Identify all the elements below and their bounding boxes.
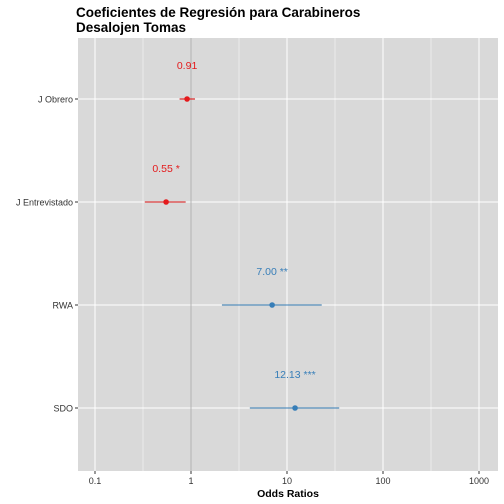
value-label: 0.91 [177,60,198,72]
y-axis: J Obrero J Entrevistado RWA SDO [16,95,78,414]
x-axis: 0.1 1 10 100 1000 [89,471,489,486]
x-tick-label: 1000 [469,476,489,486]
x-tick-label: 0.1 [89,476,102,486]
chart-title-line-1: Coeficientes de Regresión para Carabiner… [76,5,360,20]
x-axis-title: Odds Ratios [257,488,319,500]
x-tick-label: 10 [282,476,292,486]
estimate-point [292,405,298,411]
value-label: 0.55 * [152,163,179,175]
x-tick-label: 1 [188,476,193,486]
y-tick-label: J Obrero [38,95,73,105]
chart-title-line-2: Desalojen Tomas [76,20,186,35]
estimate-point [184,96,190,102]
value-label: 7.00 ** [256,266,288,278]
estimate-marks: 0.91 0.55 * 7.00 ** 12.13 *** [144,60,340,411]
y-tick-label: SDO [53,404,73,414]
estimate-point [163,199,169,205]
y-tick-label: RWA [52,301,73,311]
x-tick-label: 100 [375,476,390,486]
value-label: 12.13 *** [274,369,315,381]
estimate-point [269,302,275,308]
plot-panel [78,38,498,471]
y-tick-label: J Entrevistado [16,198,73,208]
